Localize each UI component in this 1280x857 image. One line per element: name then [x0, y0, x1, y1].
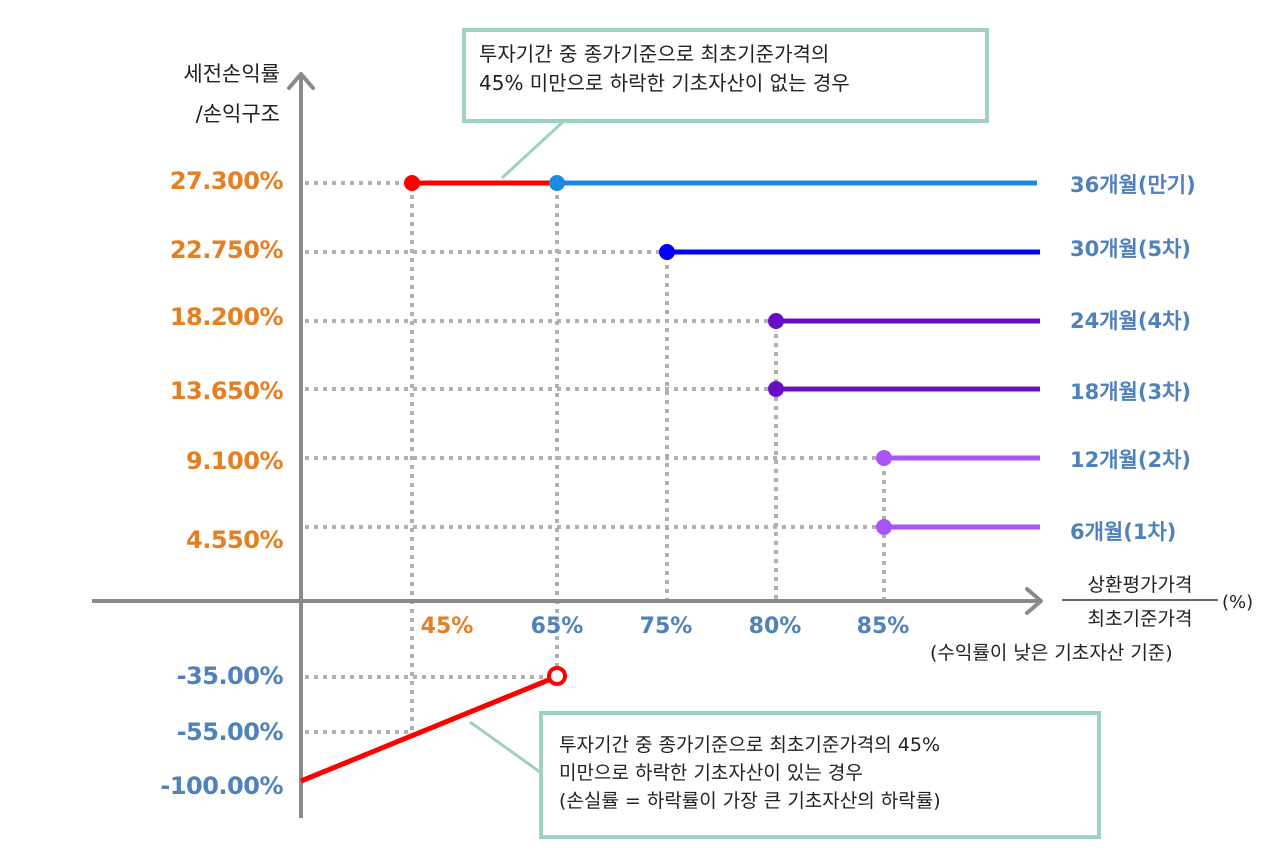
callout-no-knock-in-line2: 45% 미만으로 하락한 기초자산이 없는 경우	[479, 71, 850, 95]
series-label-6m: 6개월(1차)	[1070, 520, 1177, 544]
x-axis-title-denominator: 최초기준가격	[1087, 608, 1193, 630]
series-label-30m: 30개월(5차)	[1070, 237, 1191, 261]
y-axis-title-line1: 세전손익률	[183, 62, 280, 86]
series-label-18m: 18개월(3차)	[1070, 380, 1191, 404]
x-tick-75: 75%	[639, 614, 693, 639]
y-tick-27300: 27.300%	[169, 167, 284, 195]
x-tick-65: 65%	[530, 614, 584, 639]
x-axis-arrowhead-icon	[1025, 587, 1043, 615]
y-tick-4550: 4.550%	[186, 526, 283, 554]
series-lines	[300, 180, 1040, 784]
y-tick-18200: 18.200%	[169, 303, 284, 331]
y-tick-13650: 13.650%	[169, 377, 284, 405]
callout-no-knock-in: 투자기간 중 종가기준으로 최초기준가격의 45% 미만으로 하락한 기초자산이…	[462, 28, 989, 123]
marker-80-18m	[768, 381, 784, 397]
x-axis-title-note: (수익률이 낮은 기초자산 기준)	[930, 642, 1173, 664]
y-tick-9100: 9.100%	[186, 447, 283, 475]
x-tick-85: 85%	[856, 614, 910, 639]
y-axis-title-line2: /손익구조	[195, 102, 280, 126]
marker-65-loss-open	[547, 666, 567, 686]
y-tick-neg100: -100.00%	[160, 772, 283, 800]
marker-85-12m	[876, 450, 892, 466]
y-tick-22750: 22.750%	[169, 236, 284, 264]
callout-no-knock-in-line1: 투자기간 중 종가기준으로 최초기준가격의	[479, 42, 830, 66]
marker-45-maturity	[404, 175, 420, 191]
y-tick-neg55: -55.00%	[176, 718, 284, 746]
y-axis-arrowhead-icon	[287, 72, 315, 90]
marker-75-30m	[659, 244, 675, 260]
callout-knock-in-line2: 미만으로 하락한 기초자산이 있는 경우	[559, 762, 863, 784]
series-label-36m: 36개월(만기)	[1070, 173, 1196, 197]
x-axis-title-numerator: 상환평가가격	[1087, 574, 1193, 596]
axes	[92, 72, 1043, 818]
callout-connectors	[469, 118, 567, 774]
x-tick-45: 45%	[420, 614, 474, 639]
guide-lines	[305, 181, 886, 734]
marker-80-24m	[768, 313, 784, 329]
callout-knock-in: 투자기간 중 종가기준으로 최초기준가격의 45% 미만으로 하락한 기초자산이…	[539, 711, 1101, 839]
loss-line	[300, 676, 552, 784]
callout-knock-in-line3: (손실률 = 하락률이 가장 큰 기초자산의 하락률)	[559, 790, 941, 812]
marker-65-36m	[549, 175, 565, 191]
series-label-24m: 24개월(4차)	[1070, 309, 1191, 333]
y-tick-neg35: -35.00%	[176, 662, 284, 690]
x-tick-80: 80%	[748, 614, 802, 639]
marker-85-6m	[876, 519, 892, 535]
callout-knock-in-line1: 투자기간 중 종가기준으로 최초기준가격의 45%	[559, 734, 941, 756]
markers	[404, 175, 892, 686]
series-label-12m: 12개월(2차)	[1070, 448, 1191, 472]
x-axis-title-unit: (%)	[1222, 592, 1254, 613]
